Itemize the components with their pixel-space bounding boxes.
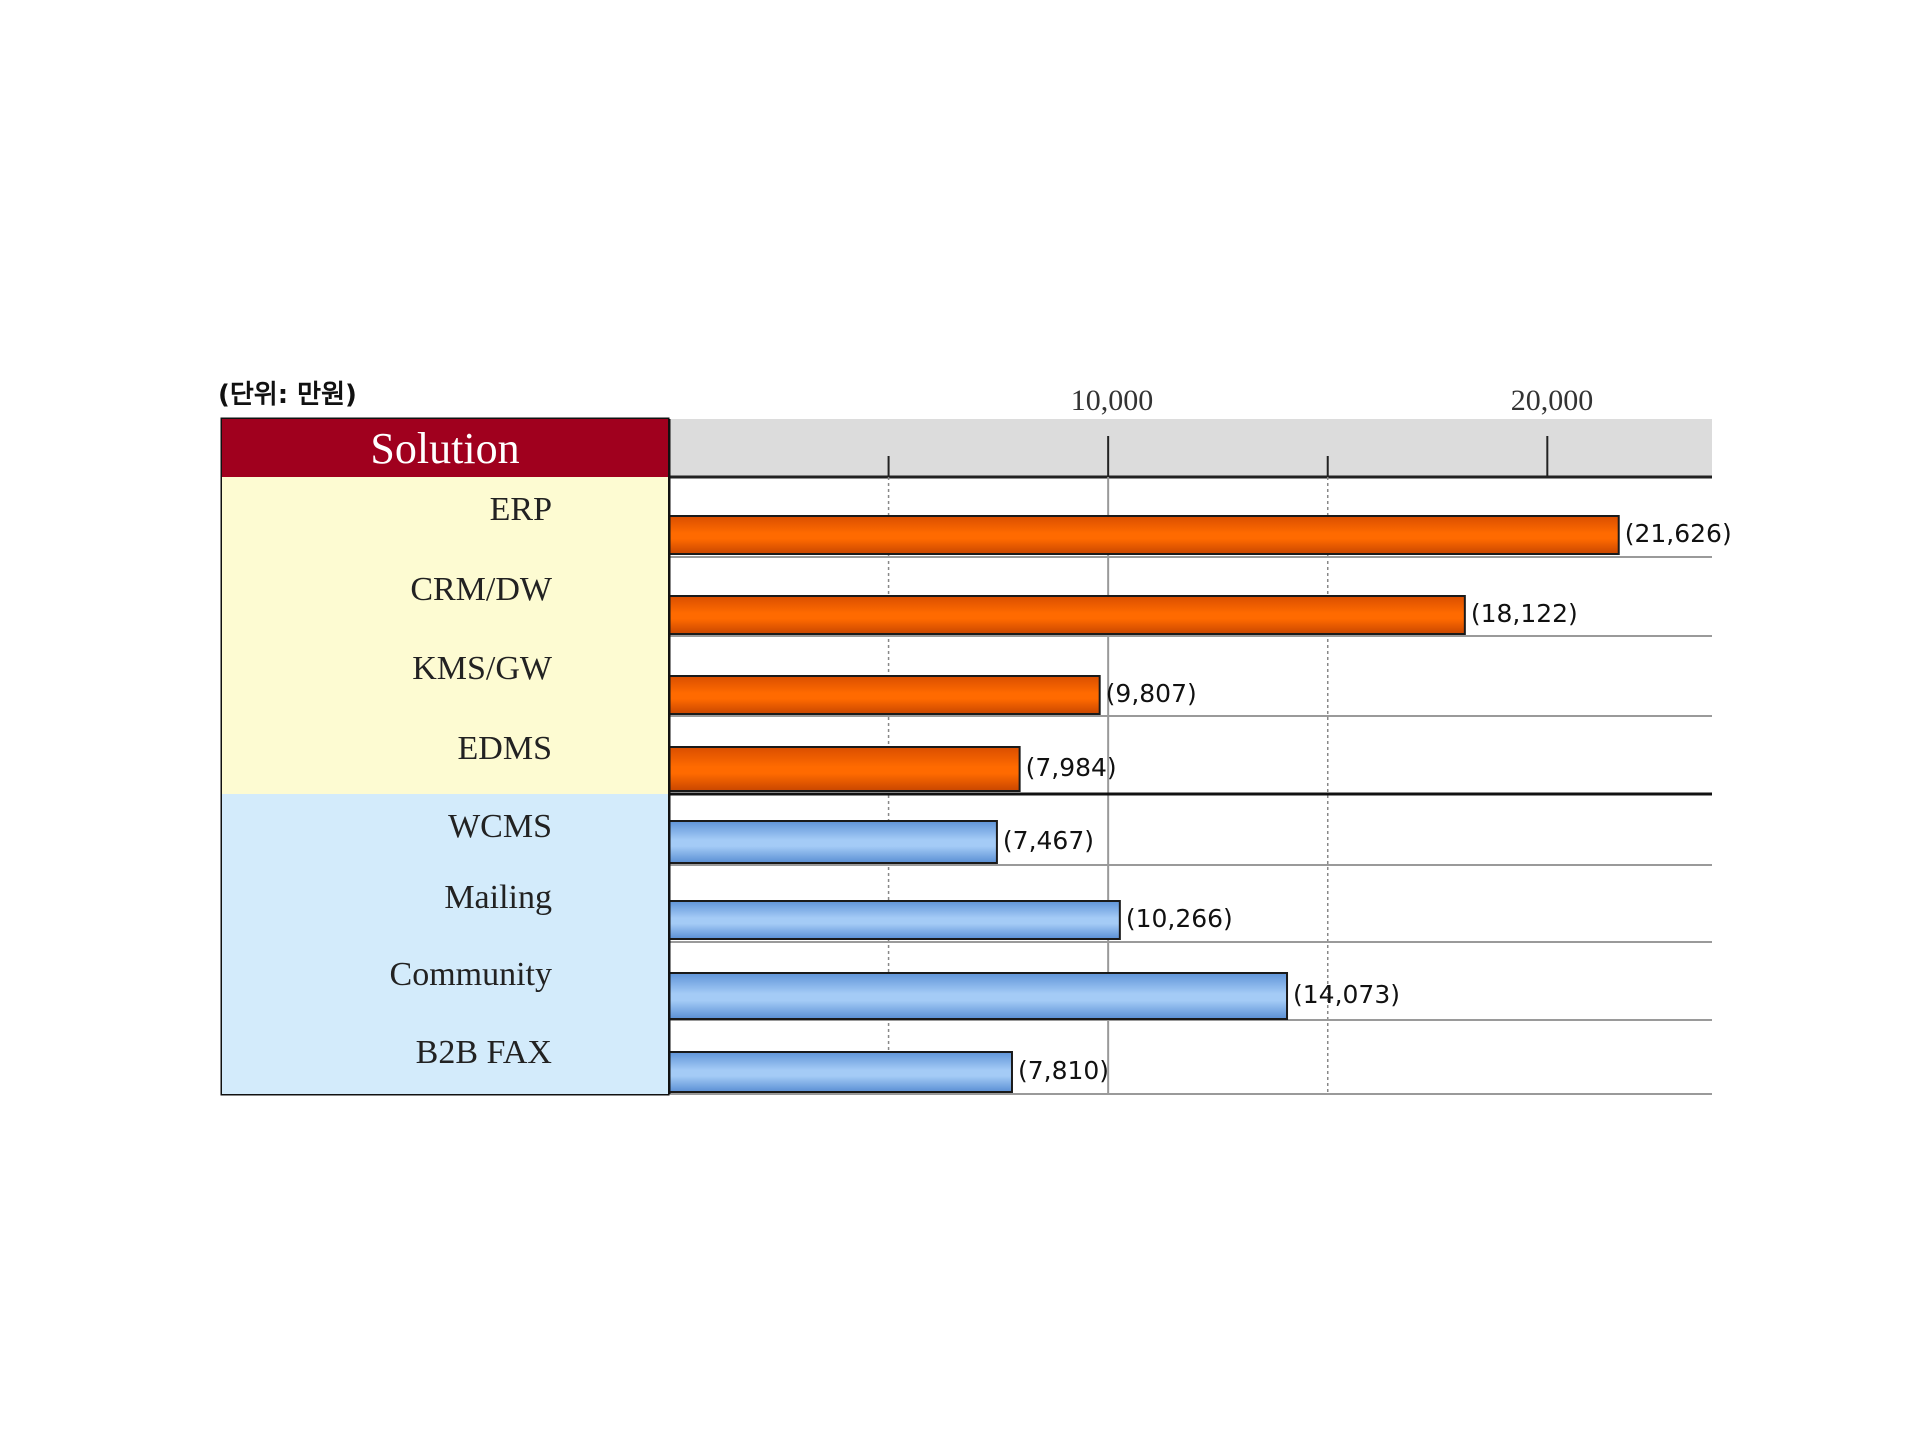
bar-crm-dw — [668, 595, 1466, 635]
value-label: (9,807) — [1105, 679, 1197, 708]
unit-note: (단위: 만원) — [218, 380, 357, 410]
axis-band — [669, 419, 1712, 477]
bar-erp — [668, 515, 1620, 555]
bar-wcms — [668, 820, 998, 864]
category-label: Mailing — [444, 879, 552, 916]
value-label: (7,984) — [1025, 753, 1117, 782]
category-cell: EDMS — [222, 716, 668, 794]
value-label: (10,266) — [1125, 904, 1233, 933]
x-tick-label-10000: 10,000 — [1070, 384, 1154, 417]
value-label: (7,467) — [1002, 826, 1094, 855]
category-cell: CRM/DW — [222, 557, 668, 636]
category-cell: WCMS — [222, 794, 668, 865]
category-label: B2B FAX — [415, 1034, 552, 1071]
category-label: ERP — [489, 491, 552, 528]
category-label: WCMS — [448, 808, 552, 845]
bar-b2b-fax — [668, 1051, 1013, 1093]
category-label: KMS/GW — [412, 650, 552, 687]
category-cell: ERP — [222, 477, 668, 557]
bar-edms — [668, 746, 1021, 792]
category-cell: KMS/GW — [222, 636, 668, 716]
solution-header: Solution — [222, 419, 668, 477]
value-label: (21,626) — [1624, 519, 1732, 548]
category-cell: B2B FAX — [222, 1020, 668, 1094]
bar-community — [668, 972, 1289, 1020]
value-label: (14,073) — [1293, 980, 1400, 1009]
category-label: EDMS — [457, 730, 552, 767]
value-label: (7,810) — [1017, 1056, 1110, 1085]
value-label: (18,122) — [1470, 599, 1578, 628]
category-cell: Community — [222, 942, 668, 1020]
bar-kms-gw — [668, 675, 1101, 715]
category-cell: Mailing — [222, 865, 668, 942]
category-label: Community — [389, 956, 552, 993]
bar-mailing — [668, 900, 1121, 940]
category-label: CRM/DW — [410, 571, 552, 608]
x-tick-label-20000: 20,000 — [1510, 384, 1594, 417]
